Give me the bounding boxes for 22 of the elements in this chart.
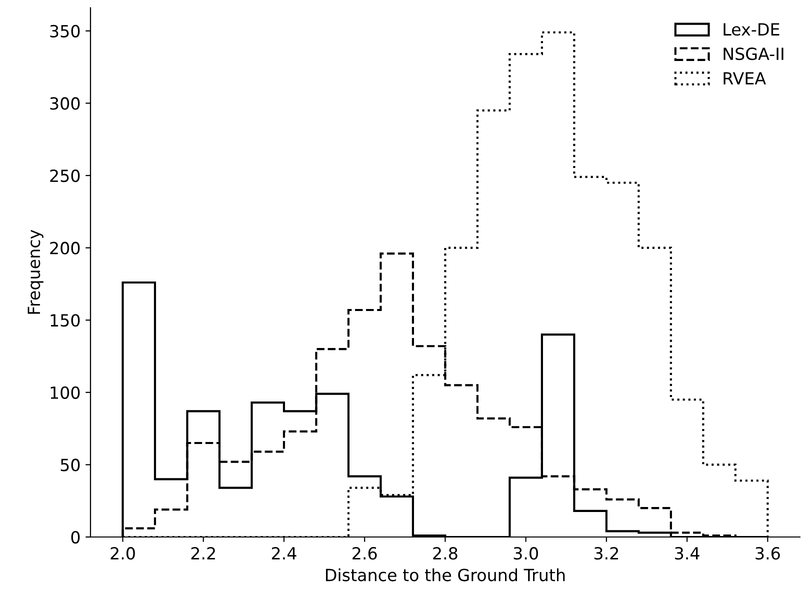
x-tick-label: 3.4 [675,547,700,560]
x-tick-label: 2.4 [272,547,296,560]
y-tick-label: 50 [60,458,80,472]
y-tick-label: 350 [50,24,80,38]
legend-label: Lex-DE [724,23,780,36]
x-tick-label: 2.2 [191,547,215,560]
y-tick-label: 150 [50,314,80,327]
x-tick-label: 2.8 [433,547,458,560]
x-tick-label: 3.0 [514,547,538,560]
y-tick-label: 0 [71,530,80,544]
y-axis-title: Frequency [28,230,44,314]
x-tick-label: 3.6 [756,547,780,560]
x-tick-label: 2.0 [110,547,135,560]
y-tick-label: 250 [50,169,80,182]
legend-label: NSGA-II [724,48,784,60]
legend-label: RVEA [724,72,766,84]
x-axis-title: Distance to the Ground Truth [326,568,565,582]
x-tick-label: 3.2 [594,547,618,560]
y-tick-label: 100 [50,386,80,399]
y-tick-label: 300 [50,97,80,110]
x-tick-label: 2.6 [352,547,377,560]
y-tick-label: 200 [50,242,80,254]
